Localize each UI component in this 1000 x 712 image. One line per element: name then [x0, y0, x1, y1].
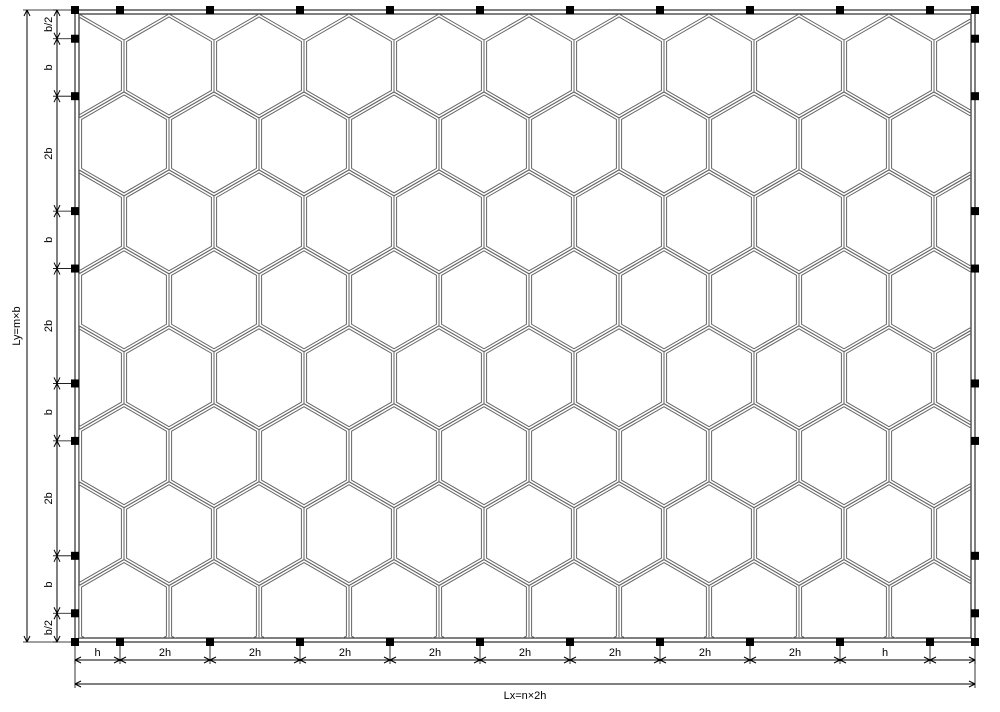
svg-text:b: b	[43, 581, 55, 587]
svg-text:2b: 2b	[43, 320, 55, 332]
inner-frame	[79, 14, 971, 638]
svg-text:b: b	[43, 64, 55, 70]
svg-text:2h: 2h	[519, 647, 531, 659]
svg-text:2h: 2h	[609, 647, 621, 659]
svg-text:b: b	[43, 237, 55, 243]
svg-text:2h: 2h	[249, 647, 261, 659]
svg-text:2h: 2h	[789, 647, 801, 659]
svg-text:b/2: b/2	[43, 17, 55, 32]
outer-frame	[75, 10, 975, 642]
diagram-svg: h 2h 2h 2h 2h 2h 2h 2h 2h h Lx=n×2h b/2 b 2b b 2b b 2b b b/…	[0, 0, 1000, 712]
svg-text:2h: 2h	[699, 647, 711, 659]
svg-text:2h: 2h	[159, 647, 171, 659]
hexagonal-grid-diagram: { "diagram": { "type": "network", "backg…	[0, 0, 1000, 712]
svg-text:2b: 2b	[43, 148, 55, 160]
svg-text:b: b	[43, 409, 55, 415]
svg-text:Ly=m×b: Ly=m×b	[11, 306, 23, 345]
svg-text:2b: 2b	[43, 492, 55, 504]
svg-text:2h: 2h	[429, 647, 441, 659]
hex-grid	[34, 14, 1000, 712]
svg-text:Lx=n×2h: Lx=n×2h	[504, 690, 547, 702]
svg-text:h: h	[94, 647, 100, 659]
svg-text:b/2: b/2	[43, 620, 55, 635]
svg-text:h: h	[882, 647, 888, 659]
svg-text:2h: 2h	[339, 647, 351, 659]
